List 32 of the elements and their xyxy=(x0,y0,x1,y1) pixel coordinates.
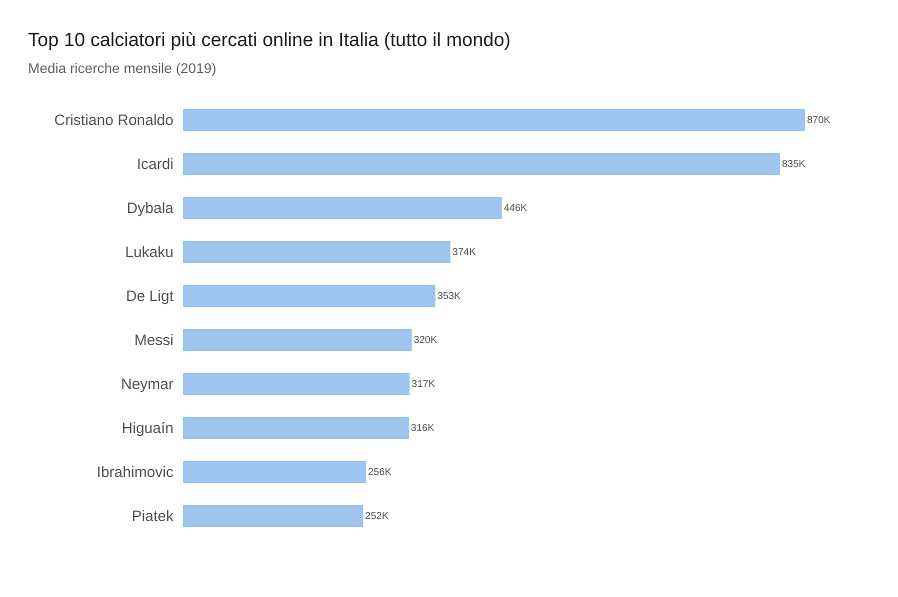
y-tick-label: Cristiano Ronaldo xyxy=(54,112,174,129)
bar xyxy=(183,241,450,263)
data-label: 446K xyxy=(504,203,528,214)
data-label: 353K xyxy=(437,291,462,302)
chart-title: Top 10 calciatori più cercati online in Italia (tutto il mondo) xyxy=(28,30,511,51)
y-tick-label: Ibrahimovic xyxy=(96,464,174,481)
chart-subtitle: Media ricerche mensile (2019) xyxy=(28,60,216,76)
bar xyxy=(183,373,410,395)
data-label: 252K xyxy=(365,511,389,522)
bar xyxy=(183,461,366,483)
bar xyxy=(183,197,502,219)
data-label: 316K xyxy=(410,423,435,434)
bar xyxy=(183,285,436,307)
bar xyxy=(183,505,364,527)
data-label: 320K xyxy=(414,335,438,346)
y-tick-label: Icardi xyxy=(136,156,174,173)
y-tick-label: Lukaku xyxy=(125,244,174,261)
data-label: 870K xyxy=(807,115,831,126)
data-label: 256K xyxy=(368,467,392,478)
data-label: 374K xyxy=(452,247,476,258)
y-tick-label: Higuaín xyxy=(122,420,174,437)
y-tick-label: De Ligt xyxy=(126,288,174,305)
bar xyxy=(183,329,412,351)
data-label: 317K xyxy=(412,379,436,390)
bar xyxy=(183,109,805,131)
y-tick-label: Piatek xyxy=(132,508,174,525)
y-tick-label: Neymar xyxy=(120,376,174,393)
y-tick-label: Messi xyxy=(134,332,174,349)
bar xyxy=(183,417,409,439)
data-label: 835K xyxy=(782,159,806,170)
y-tick-label: Dybala xyxy=(126,200,174,217)
bar xyxy=(183,153,780,175)
